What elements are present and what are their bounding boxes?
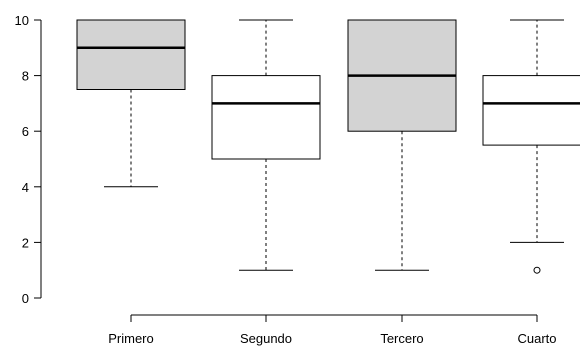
- y-tick-label: 6: [22, 124, 29, 139]
- y-tick-label: 8: [22, 69, 29, 84]
- x-axis: Primero Segundo Tercero Cuarto: [108, 314, 557, 346]
- box-iqr: [76, 19, 186, 90]
- x-tick-label: Segundo: [240, 331, 292, 346]
- y-tick-label: 10: [15, 13, 29, 28]
- plot-area: [76, 19, 580, 274]
- box-tercero: [347, 19, 457, 271]
- box-iqr: [482, 75, 580, 146]
- y-axis: 0 2 4 6 8 10: [15, 13, 42, 306]
- box-segundo: [211, 19, 321, 271]
- outlier-point: [533, 266, 541, 274]
- x-tick-label: Tercero: [380, 331, 423, 346]
- box-iqr: [211, 75, 321, 160]
- box-cuarto: [482, 19, 580, 274]
- y-tick-label: 2: [22, 235, 29, 250]
- y-tick-label: 4: [22, 180, 29, 195]
- x-tick-label: Cuarto: [517, 331, 556, 346]
- box-primero: [76, 19, 186, 188]
- y-tick-label: 0: [22, 291, 29, 306]
- x-tick-label: Primero: [108, 331, 154, 346]
